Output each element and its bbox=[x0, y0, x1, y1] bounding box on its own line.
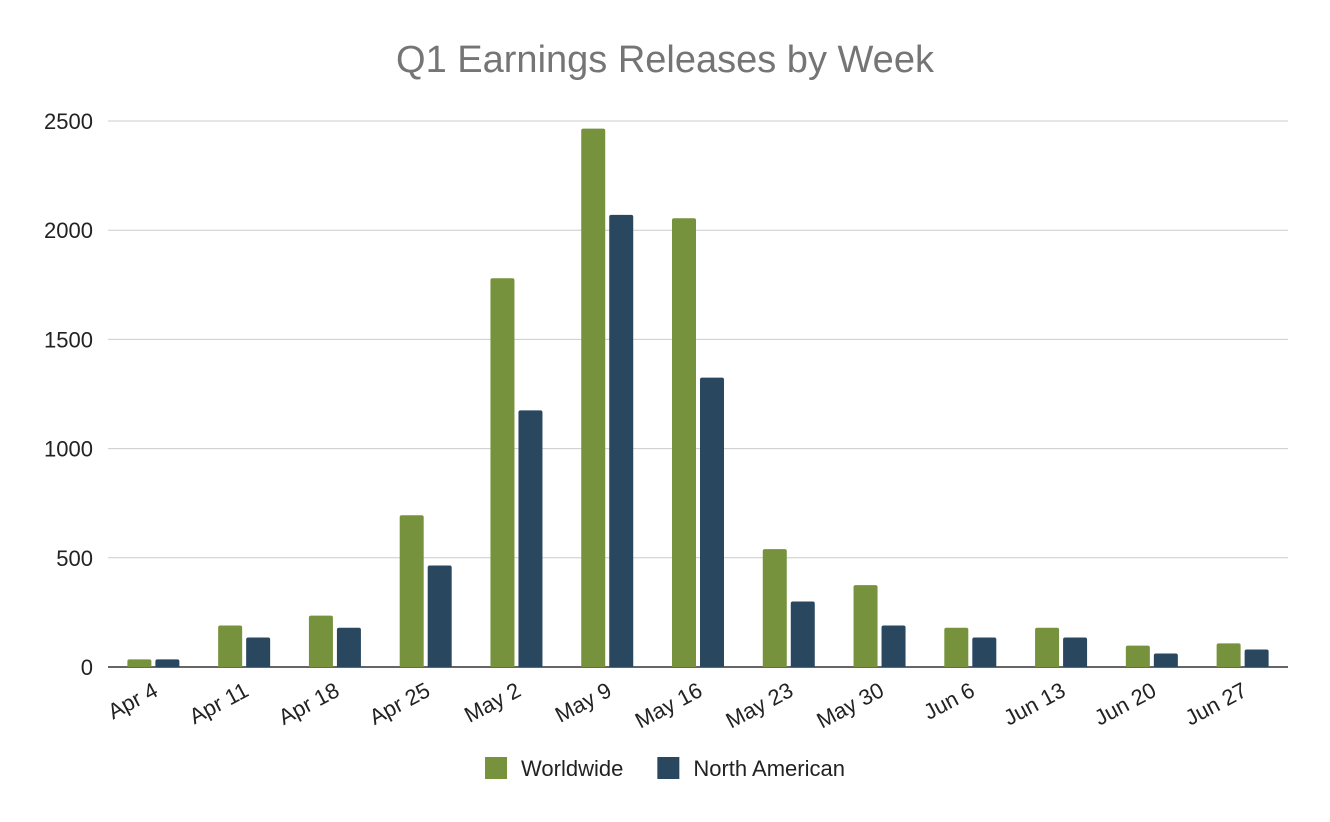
bar-worldwide bbox=[218, 625, 243, 667]
bar-group bbox=[672, 218, 724, 668]
x-tick-label: May 30 bbox=[812, 677, 887, 733]
gridlines bbox=[108, 120, 1288, 668]
y-tick-label: 0 bbox=[81, 655, 93, 680]
x-axis-tick-labels: Apr 4 Apr 11 Apr 18 Apr 25 May 2 May 9 May 16 M… bbox=[104, 677, 1251, 733]
bar-worldwide bbox=[1035, 627, 1060, 667]
y-tick-label: 1500 bbox=[44, 327, 93, 352]
legend-label: Worldwide bbox=[521, 756, 623, 781]
y-tick-label: 2500 bbox=[44, 109, 93, 134]
bar-group bbox=[853, 585, 906, 667]
x-tick-label: May 2 bbox=[460, 677, 525, 727]
bar-north-american bbox=[609, 214, 634, 668]
bar-group bbox=[218, 625, 271, 667]
legend-label: North American bbox=[693, 756, 845, 781]
bar-north-american bbox=[155, 659, 180, 667]
y-tick-label: 500 bbox=[56, 546, 93, 571]
bar-group bbox=[127, 659, 180, 667]
x-tick-label: May 23 bbox=[722, 677, 797, 733]
bar-north-american bbox=[881, 625, 906, 667]
bar-group bbox=[308, 615, 361, 667]
bar-worldwide bbox=[308, 615, 333, 667]
bar-north-american bbox=[1153, 653, 1178, 667]
x-tick-label: May 9 bbox=[551, 677, 616, 727]
legend-swatch bbox=[485, 757, 508, 779]
bar-worldwide bbox=[1125, 645, 1150, 667]
bar-group bbox=[944, 627, 997, 667]
chart-title: Q1 Earnings Releases by Week bbox=[396, 39, 935, 81]
x-tick-label: Jun 13 bbox=[999, 677, 1069, 730]
bar-worldwide bbox=[490, 278, 515, 667]
x-tick-label: Jun 6 bbox=[919, 677, 978, 724]
bar-group bbox=[399, 515, 452, 667]
x-tick-label: Apr 4 bbox=[104, 677, 162, 724]
bar-worldwide bbox=[762, 549, 787, 667]
bar-worldwide bbox=[853, 585, 878, 667]
bar-north-american bbox=[972, 637, 997, 667]
bar-worldwide bbox=[672, 218, 696, 668]
bar-group bbox=[1125, 645, 1178, 667]
bar-north-american bbox=[1244, 649, 1269, 667]
bar-group bbox=[581, 128, 634, 668]
y-tick-label: 2000 bbox=[44, 218, 93, 243]
y-tick-label: 1000 bbox=[44, 437, 93, 462]
bar-north-american bbox=[518, 410, 543, 667]
bar-worldwide bbox=[127, 659, 152, 667]
legend-swatch bbox=[657, 757, 680, 779]
bar-worldwide bbox=[399, 515, 424, 667]
bars bbox=[127, 128, 1269, 668]
x-tick-label: Apr 25 bbox=[365, 677, 434, 730]
bar-north-american bbox=[1063, 637, 1088, 667]
bar-group bbox=[1216, 643, 1269, 667]
bar-worldwide bbox=[581, 128, 606, 668]
bar-north-american bbox=[790, 601, 815, 667]
x-tick-label: Jun 27 bbox=[1181, 677, 1251, 730]
bar-north-american bbox=[336, 627, 361, 667]
bar-group bbox=[490, 278, 543, 667]
bar-group bbox=[762, 549, 815, 667]
bar-worldwide bbox=[1216, 643, 1241, 667]
bar-north-american bbox=[246, 637, 271, 667]
bar-worldwide bbox=[944, 627, 969, 667]
y-axis-tick-labels: 0 500 1000 1500 2000 2500 bbox=[44, 109, 93, 680]
x-tick-label: Apr 11 bbox=[185, 677, 253, 729]
x-tick-label: Jun 20 bbox=[1090, 677, 1160, 730]
legend-item-worldwide: Worldwide bbox=[485, 756, 623, 781]
bar-north-american bbox=[427, 565, 452, 667]
bar-north-american bbox=[700, 377, 724, 667]
x-tick-label: Apr 18 bbox=[274, 677, 343, 730]
legend-item-north-american: North American bbox=[657, 756, 845, 781]
legend: Worldwide North American bbox=[485, 756, 845, 781]
x-tick-label: May 16 bbox=[631, 677, 706, 733]
bar-group bbox=[1035, 627, 1088, 667]
